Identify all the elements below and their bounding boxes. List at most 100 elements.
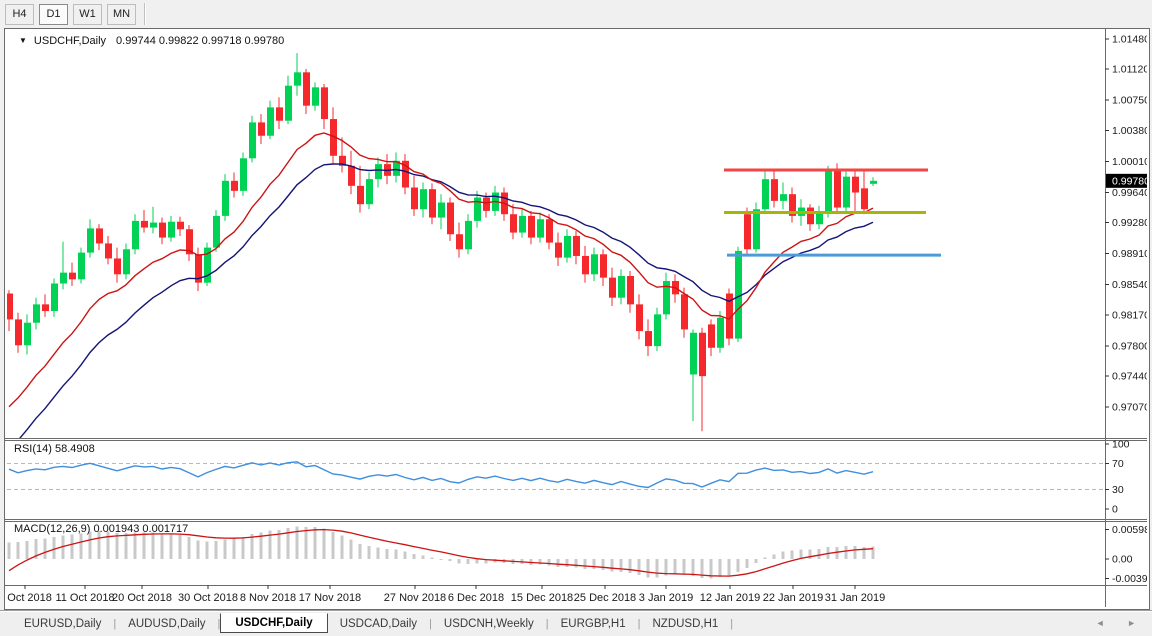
price-tick-label: 0.97440 bbox=[1112, 371, 1147, 383]
price-axis: 1.01480 1.01120 1.00750 1.00380 1.00010 0.996… bbox=[1105, 33, 1147, 414]
candle-body bbox=[141, 220, 148, 228]
tab-audusd-daily[interactable]: AUDUSD,Daily bbox=[128, 617, 206, 630]
date-tick-label: 27 Nov 2018 bbox=[384, 592, 446, 604]
candle-wick bbox=[701, 327, 703, 432]
candle-body bbox=[681, 294, 688, 330]
chart-ohlc-values: 0.99744 0.99822 0.99718 0.99780 bbox=[116, 35, 285, 47]
candle-body bbox=[510, 214, 517, 233]
candle-body bbox=[519, 215, 526, 233]
toolbar-separator bbox=[144, 3, 146, 25]
timeframe-button-mn[interactable]: MN bbox=[107, 3, 136, 25]
price-tick-label: 1.00750 bbox=[1112, 94, 1147, 106]
collapse-triangle-icon[interactable]: ▼ bbox=[19, 36, 27, 45]
date-tick-label: 20 Oct 2018 bbox=[112, 592, 172, 604]
candle-body bbox=[186, 229, 193, 255]
timeframe-button-d1[interactable]: D1 bbox=[39, 3, 68, 25]
timeframe-button-w1[interactable]: W1 bbox=[73, 3, 102, 25]
candle-body bbox=[483, 197, 490, 211]
symbol-tab-bar: EURUSD,Daily | AUDUSD,Daily | USDCHF,Daily US… bbox=[0, 610, 1152, 636]
candle-body bbox=[474, 197, 481, 221]
candle-body bbox=[465, 220, 472, 250]
timeframe-toolbar: H4 D1 W1 MN bbox=[0, 0, 1152, 28]
candle-body bbox=[807, 207, 814, 225]
candle-body bbox=[78, 252, 85, 280]
candle-body bbox=[537, 219, 544, 238]
candle-body bbox=[609, 277, 616, 298]
candle-body bbox=[717, 317, 724, 348]
candle-body bbox=[132, 220, 139, 250]
candle-body bbox=[357, 185, 364, 205]
candle-body bbox=[105, 243, 112, 259]
chart-canvas[interactable]: 1.01480 1.01120 1.00750 1.00380 1.00010 0.996… bbox=[5, 29, 1147, 607]
price-tick-label: 0.97800 bbox=[1112, 341, 1147, 353]
current-price-tag: 0.99780 bbox=[1106, 173, 1147, 188]
date-tick-label: 3 Jan 2019 bbox=[639, 592, 693, 604]
price-tick-label: 0.98910 bbox=[1112, 248, 1147, 260]
candle-body bbox=[429, 189, 436, 218]
tab-eurusd-daily[interactable]: EURUSD,Daily bbox=[24, 617, 102, 630]
ma-slow-line bbox=[19, 163, 874, 438]
price-tick-label: 0.98540 bbox=[1112, 279, 1147, 291]
rsi-indicator-label: RSI(14) 58.4908 bbox=[14, 443, 95, 455]
date-tick-label: 30 Oct 2018 bbox=[178, 592, 238, 604]
macd-indicator-label: MACD(12,26,9) 0.001943 0.001717 bbox=[14, 523, 189, 535]
candle-wick bbox=[692, 329, 694, 422]
date-tick-label: 8 Nov 2018 bbox=[240, 592, 296, 604]
candle-wick bbox=[341, 137, 343, 173]
date-tick-label: 11 Oct 2018 bbox=[55, 592, 114, 604]
chart-window[interactable]: 1.01480 1.01120 1.00750 1.00380 1.00010 0.996… bbox=[4, 28, 1150, 610]
candle-body bbox=[645, 331, 652, 347]
candle-body bbox=[726, 293, 733, 339]
candle-body bbox=[627, 275, 634, 305]
date-tick-label: 17 Nov 2018 bbox=[299, 592, 361, 604]
candle-body bbox=[654, 314, 661, 347]
candle-wick bbox=[62, 241, 64, 290]
tab-usdcnh-weekly[interactable]: USDCNH,Weekly bbox=[443, 617, 534, 630]
candle-body bbox=[699, 332, 706, 377]
candle-body bbox=[600, 254, 607, 278]
tab-separator: | bbox=[113, 617, 117, 630]
candle-body bbox=[528, 215, 535, 238]
rsi-axis-label: 70 bbox=[1112, 458, 1124, 470]
candle-body bbox=[744, 214, 751, 250]
tab-scroll-arrows[interactable]: ◄ ► bbox=[1095, 618, 1146, 628]
candle-body bbox=[420, 189, 427, 210]
candle-body bbox=[69, 272, 76, 280]
date-tick-label: 6 Dec 2018 bbox=[448, 592, 504, 604]
candle-body bbox=[195, 254, 202, 283]
tab-usdcad-daily[interactable]: USDCAD,Daily bbox=[339, 617, 418, 630]
rsi-axis-label: 100 bbox=[1112, 439, 1130, 451]
rsi-axis-label: 30 bbox=[1112, 484, 1124, 496]
candle-body bbox=[447, 202, 454, 235]
candle-body bbox=[177, 221, 184, 230]
macd-axis-label: -0.003954 bbox=[1112, 573, 1147, 585]
candle-body bbox=[348, 165, 355, 186]
chart-title: ▼ USDCHF,Daily 0.99744 0.99822 0.99718 0.9… bbox=[19, 35, 284, 47]
candle-body bbox=[249, 122, 256, 159]
tab-eurgbp-h1[interactable]: EURGBP,H1 bbox=[560, 617, 626, 630]
candles bbox=[7, 53, 877, 432]
candle-body bbox=[240, 158, 247, 191]
macd-axis-label: 0.005985 bbox=[1112, 524, 1147, 536]
candle-body bbox=[564, 235, 571, 258]
candle-body bbox=[402, 160, 409, 188]
candle-body bbox=[780, 194, 787, 201]
candle-body bbox=[411, 187, 418, 210]
timeframe-button-h4[interactable]: H4 bbox=[5, 3, 34, 25]
price-tick-label: 1.01120 bbox=[1112, 63, 1147, 75]
chart-symbol-label: USDCHF,Daily bbox=[33, 35, 107, 47]
candle-body bbox=[213, 215, 220, 248]
tab-separator: | bbox=[429, 617, 432, 630]
candle-body bbox=[366, 179, 373, 205]
current-price-label: 0.99780 bbox=[1112, 175, 1147, 187]
date-tick-label: 25 Dec 2018 bbox=[574, 592, 636, 604]
tab-nzdusd-h1[interactable]: NZDUSD,H1 bbox=[652, 617, 719, 630]
candle-wick bbox=[152, 206, 154, 234]
candle-body bbox=[735, 250, 742, 339]
candle-body bbox=[159, 222, 166, 238]
candle-body bbox=[294, 72, 301, 86]
candle-body bbox=[582, 255, 589, 275]
candle-body bbox=[825, 170, 832, 213]
tab-usdchf-daily[interactable]: USDCHF,Daily bbox=[220, 612, 328, 633]
